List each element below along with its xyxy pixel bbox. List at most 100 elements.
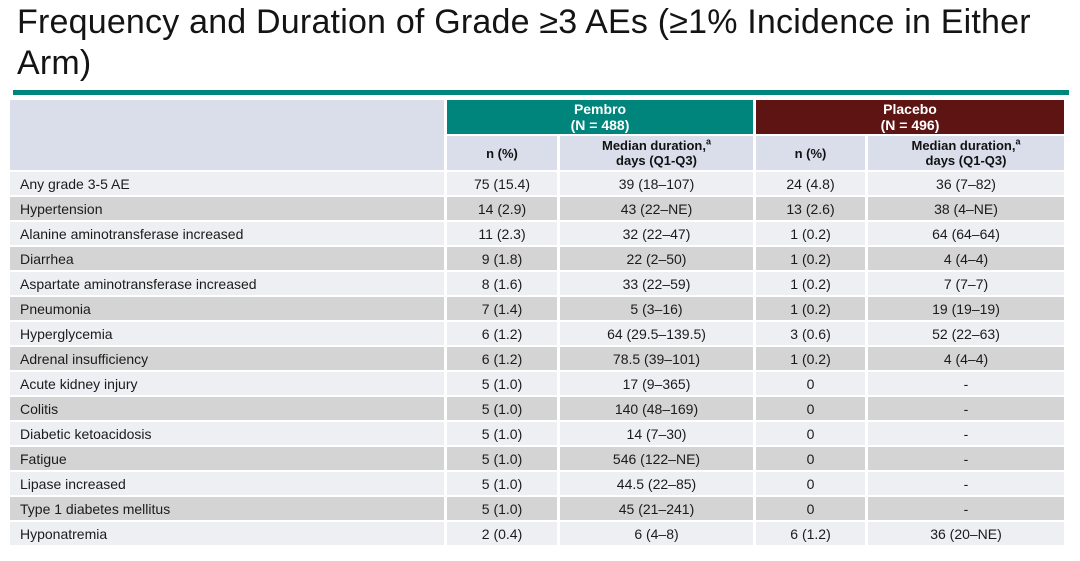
table-row: Hyperglycemia 6 (1.2) 64 (29.5–139.5) 3 … (10, 322, 1064, 345)
pembro-group-header: Pembro (N = 488) (447, 100, 753, 134)
pembro-n-cell: 5 (1.0) (447, 397, 557, 420)
pembro-duration-cell: 39 (18–107) (560, 172, 753, 195)
ae-name-cell: Hyponatremia (10, 522, 444, 545)
pembro-n-cell: 5 (1.0) (447, 372, 557, 395)
duration-units-label: days (Q1-Q3) (616, 153, 697, 168)
placebo-n-cell: 3 (0.6) (756, 322, 865, 345)
pembro-duration-cell: 22 (2–50) (560, 247, 753, 270)
pembro-n-cell: 6 (1.2) (447, 347, 557, 370)
pembro-duration-cell: 44.5 (22–85) (560, 472, 753, 495)
placebo-n-cell: 0 (756, 497, 865, 520)
pembro-duration-cell: 32 (22–47) (560, 222, 753, 245)
placebo-n-pct-header: n (%) (756, 136, 865, 170)
table-row: Acute kidney injury 5 (1.0) 17 (9–365) 0… (10, 372, 1064, 395)
page-title: Frequency and Duration of Grade ≥3 AEs (… (17, 3, 1031, 82)
ae-name-cell: Type 1 diabetes mellitus (10, 497, 444, 520)
pembro-duration-cell: 33 (22–59) (560, 272, 753, 295)
ae-name-cell: Fatigue (10, 447, 444, 470)
title-divider (13, 90, 1069, 95)
ae-name-cell: Aspartate aminotransferase increased (10, 272, 444, 295)
placebo-duration-cell: 7 (7–7) (868, 272, 1064, 295)
placebo-duration-cell: 36 (20–NE) (868, 522, 1064, 545)
placebo-n-cell: 0 (756, 472, 865, 495)
pembro-duration-cell: 140 (48–169) (560, 397, 753, 420)
corner-cell (10, 100, 444, 170)
ae-name-cell: Hyperglycemia (10, 322, 444, 345)
table-row: Colitis 5 (1.0) 140 (48–169) 0 - (10, 397, 1064, 420)
placebo-duration-cell: 38 (4–NE) (868, 197, 1064, 220)
placebo-n-cell: 13 (2.6) (756, 197, 865, 220)
placebo-n-cell: 1 (0.2) (756, 347, 865, 370)
placebo-duration-cell: - (868, 422, 1064, 445)
pembro-n-cell: 75 (15.4) (447, 172, 557, 195)
pembro-group-n: (N = 488) (570, 117, 630, 133)
placebo-n-cell: 0 (756, 447, 865, 470)
placebo-n-cell: 0 (756, 397, 865, 420)
placebo-group-n: (N = 496) (880, 117, 940, 133)
table-row: Alanine aminotransferase increased 11 (2… (10, 222, 1064, 245)
ae-name-cell: Pneumonia (10, 297, 444, 320)
ae-name-cell: Alanine aminotransferase increased (10, 222, 444, 245)
pembro-n-cell: 5 (1.0) (447, 447, 557, 470)
placebo-group-header: Placebo (N = 496) (756, 100, 1064, 134)
pembro-duration-cell: 78.5 (39–101) (560, 347, 753, 370)
ae-name-cell: Hypertension (10, 197, 444, 220)
duration-label: Median duration, (911, 138, 1016, 153)
duration-label: Median duration, (601, 138, 706, 153)
pembro-duration-cell: 45 (21–241) (560, 497, 753, 520)
placebo-duration-cell: 36 (7–82) (868, 172, 1064, 195)
placebo-n-cell: 1 (0.2) (756, 222, 865, 245)
table-row: Hyponatremia 2 (0.4) 6 (4–8) 6 (1.2) 36 … (10, 522, 1064, 545)
table-row: Diabetic ketoacidosis 5 (1.0) 14 (7–30) … (10, 422, 1064, 445)
placebo-duration-cell: - (868, 472, 1064, 495)
placebo-duration-cell: 19 (19–19) (868, 297, 1064, 320)
ae-name-cell: Colitis (10, 397, 444, 420)
table-row: Any grade 3-5 AE 75 (15.4) 39 (18–107) 2… (10, 172, 1064, 195)
table-row: Hypertension 14 (2.9) 43 (22–NE) 13 (2.6… (10, 197, 1064, 220)
placebo-n-cell: 6 (1.2) (756, 522, 865, 545)
placebo-duration-cell: - (868, 397, 1064, 420)
pembro-group-name: Pembro (573, 101, 627, 117)
placebo-duration-header: Median duration,a days (Q1-Q3) (868, 136, 1064, 170)
placebo-n-cell: 0 (756, 422, 865, 445)
pembro-duration-cell: 6 (4–8) (560, 522, 753, 545)
table-row: Adrenal insufficiency 6 (1.2) 78.5 (39–1… (10, 347, 1064, 370)
table-row: Aspartate aminotransferase increased 8 (… (10, 272, 1064, 295)
placebo-n-cell: 1 (0.2) (756, 297, 865, 320)
pembro-n-cell: 7 (1.4) (447, 297, 557, 320)
table-row: Pneumonia 7 (1.4) 5 (3–16) 1 (0.2) 19 (1… (10, 297, 1064, 320)
ae-name-cell: Acute kidney injury (10, 372, 444, 395)
pembro-n-cell: 14 (2.9) (447, 197, 557, 220)
ae-name-cell: Diabetic ketoacidosis (10, 422, 444, 445)
pembro-n-cell: 9 (1.8) (447, 247, 557, 270)
pembro-duration-cell: 43 (22–NE) (560, 197, 753, 220)
pembro-n-cell: 6 (1.2) (447, 322, 557, 345)
ae-name-cell: Lipase increased (10, 472, 444, 495)
placebo-duration-cell: - (868, 497, 1064, 520)
pembro-duration-cell: 64 (29.5–139.5) (560, 322, 753, 345)
placebo-duration-cell: 4 (4–4) (868, 247, 1064, 270)
table-row: Type 1 diabetes mellitus 5 (1.0) 45 (21–… (10, 497, 1064, 520)
footnote-marker: a (705, 136, 711, 147)
pembro-duration-cell: 546 (122–NE) (560, 447, 753, 470)
pembro-duration-cell: 14 (7–30) (560, 422, 753, 445)
group-header-row: Pembro (N = 488) Placebo (N = 496) (10, 100, 1064, 170)
placebo-duration-cell: 4 (4–4) (868, 347, 1064, 370)
pembro-n-cell: 5 (1.0) (447, 472, 557, 495)
table-row: Diarrhea 9 (1.8) 22 (2–50) 1 (0.2) 4 (4–… (10, 247, 1064, 270)
duration-units-label: days (Q1-Q3) (925, 153, 1007, 168)
pembro-n-pct-header: n (%) (447, 136, 557, 170)
placebo-group-name: Placebo (883, 101, 937, 117)
ae-table: Pembro (N = 488) Placebo (N = 496) n (%)… (7, 98, 1067, 547)
pembro-duration-cell: 17 (9–365) (560, 372, 753, 395)
ae-name-cell: Diarrhea (10, 247, 444, 270)
table-row: Lipase increased 5 (1.0) 44.5 (22–85) 0 … (10, 472, 1064, 495)
placebo-n-cell: 0 (756, 372, 865, 395)
placebo-duration-cell: 52 (22–63) (868, 322, 1064, 345)
pembro-n-cell: 8 (1.6) (447, 272, 557, 295)
placebo-duration-cell: 64 (64–64) (868, 222, 1064, 245)
ae-name-cell: Adrenal insufficiency (10, 347, 444, 370)
ae-table-body: Any grade 3-5 AE 75 (15.4) 39 (18–107) 2… (10, 172, 1064, 545)
placebo-n-cell: 24 (4.8) (756, 172, 865, 195)
